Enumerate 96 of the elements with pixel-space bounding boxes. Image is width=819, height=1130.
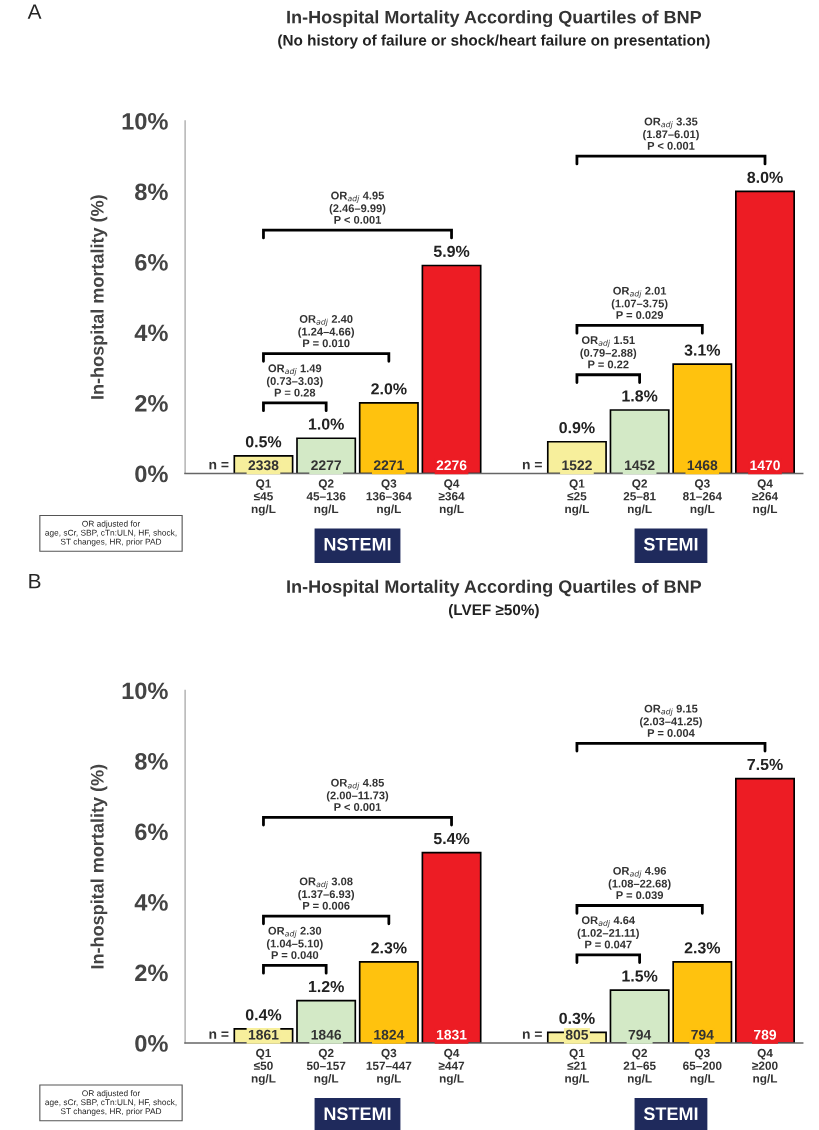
- annotation: 2277: [311, 460, 341, 471]
- x-tick-label: Q1 ≤25 ng/L: [565, 479, 590, 516]
- x-tick-label: Q3 136–364 ng/L: [366, 479, 412, 516]
- y-tick-label: 6%: [135, 254, 168, 271]
- text: OR adjusted for age, sCr, SBP, cTn:ULN, HF, shock, ST changes, HR, prior PAD: [45, 520, 177, 547]
- text: OR adjusted for age, sCr, SBP, cTn:ULN, HF, shock, ST changes, HR, prior PAD: [45, 1090, 177, 1116]
- annotation: OR$_{adj}$ 3.08 (1.37–6.93) P = 0.006: [298, 877, 355, 910]
- annotation: 794: [628, 1029, 652, 1040]
- x-tick-label: Q2 50–157 ng/L: [306, 1048, 346, 1086]
- text: NSTEMI: [324, 1107, 391, 1121]
- annotation: 2276: [436, 460, 467, 471]
- annotation: 805: [565, 1029, 589, 1040]
- annotation: OR$_{adj}$ 3.35 (1.87–6.01) P < 0.001: [643, 117, 699, 150]
- y-tick-label: 8%: [135, 753, 168, 770]
- bar: [421, 851, 482, 1043]
- bar: [735, 190, 795, 474]
- data-label: 0.4%: [245, 1009, 282, 1021]
- data-label: 7.5%: [747, 758, 783, 771]
- y-tick-label: 10%: [122, 112, 168, 130]
- x-tick-label: Q1 ≤50 ng/L: [251, 1048, 276, 1086]
- data-label: 1.5%: [622, 970, 658, 982]
- annotation: OR$_{adj}$ 4.95 (2.46–9.99) P < 0.001: [329, 191, 386, 224]
- data-label: 2.3%: [684, 942, 721, 954]
- y-axis-title: In-hospital mortality (%): [90, 764, 108, 969]
- annotation: 1846: [311, 1029, 342, 1040]
- text: NSTEMI: [324, 537, 391, 551]
- data-label: 3.1%: [684, 344, 721, 356]
- annotation: 2338: [248, 460, 279, 471]
- annotation: OR$_{adj}$ 1.51 (0.79–2.88) P = 0.22: [580, 336, 637, 369]
- y-tick-label: 2%: [135, 964, 168, 982]
- data-label: 2.0%: [371, 383, 407, 395]
- x-tick-label: Q2 25–81 ng/L: [623, 479, 656, 516]
- text: STEMI: [643, 1107, 698, 1121]
- annotation: 794: [691, 1029, 714, 1040]
- annotation: 1861: [248, 1029, 279, 1040]
- x-tick-label: Q1 ≤45 ng/L: [251, 479, 276, 516]
- data-label: 5.4%: [433, 832, 470, 845]
- annotation: 2271: [373, 460, 404, 471]
- chart-title: In-Hospital Mortality According Quartiles of BNP: [287, 10, 702, 28]
- x-tick-label: Q2 45–136 ng/L: [306, 479, 346, 516]
- annotation: 1470: [750, 460, 780, 471]
- y-axis-title: In-hospital mortality (%): [90, 195, 108, 399]
- x-tick-label: Q4 ≥447 ng/L: [438, 1048, 465, 1086]
- annotation: 1452: [625, 460, 655, 471]
- annotation: 1831: [436, 1029, 467, 1040]
- y-tick-label: 8%: [135, 183, 168, 201]
- y-tick-label: 6%: [135, 823, 168, 841]
- x-tick-label: Q4 ≥264 ng/L: [752, 479, 779, 516]
- annotation: OR$_{adj}$ 2.40 (1.24–4.66) P = 0.010: [298, 315, 355, 348]
- text: A: [27, 4, 42, 19]
- data-label: 5.9%: [433, 245, 470, 258]
- annotation: OR$_{adj}$ 1.49 (0.73–3.03) P = 0.28: [266, 364, 323, 397]
- data-label: 1.0%: [308, 418, 344, 430]
- bar: [735, 777, 795, 1043]
- data-label: 0.3%: [559, 1012, 595, 1024]
- x-tick-label: Q2 21–65 ng/L: [623, 1048, 656, 1086]
- x-tick-label: Q4 ≥364 ng/L: [438, 479, 465, 516]
- bar: [672, 363, 733, 474]
- bar: [421, 264, 482, 474]
- x-tick-label: Q1 ≤21 ng/L: [565, 1048, 590, 1086]
- data-label: 1.8%: [622, 390, 658, 402]
- y-tick-label: 4%: [134, 894, 168, 911]
- data-label: 1.2%: [308, 980, 344, 993]
- chart-subtitle: (LVEF ≥50%): [448, 603, 539, 619]
- y-tick-label: 4%: [134, 324, 168, 342]
- x-tick-label: Q3 157–447 ng/L: [366, 1048, 412, 1086]
- annotation: OR$_{adj}$ 2.30 (1.04–5.10) P = 0.040: [266, 926, 323, 959]
- y-tick-label: 10%: [122, 682, 168, 700]
- annotation: OR$_{adj}$ 9.15 (2.03–41.25) P = 0.004: [640, 704, 702, 737]
- annotation: n =: [209, 461, 229, 470]
- x-tick-label: Q3 81–264 ng/L: [682, 479, 722, 516]
- annotation: n =: [522, 461, 542, 470]
- annotation: OR$_{adj}$ 2.01 (1.07–3.75) P = 0.029: [611, 286, 668, 319]
- annotation: OR$_{adj}$ 4.64 (1.02–21.11) P = 0.047: [577, 916, 639, 949]
- annotation: n =: [209, 1031, 229, 1039]
- x-tick-label: Q4 ≥200 ng/L: [752, 1048, 778, 1086]
- annotation: 1522: [562, 460, 592, 471]
- y-tick-label: 0%: [135, 465, 168, 483]
- annotation: OR$_{adj}$ 4.96 (1.08–22.68) P = 0.039: [608, 866, 671, 900]
- annotation: 1468: [687, 460, 718, 471]
- y-tick-label: 2%: [135, 395, 168, 412]
- bar: [672, 961, 733, 1043]
- data-label: 0.5%: [245, 436, 282, 448]
- data-label: 8.0%: [747, 171, 783, 183]
- annotation: 1824: [374, 1029, 405, 1040]
- x-tick-label: Q3 65–200 ng/L: [683, 1048, 722, 1086]
- chart-subtitle: (No history of failure or shock/heart failure on presentation): [278, 34, 710, 49]
- annotation: OR$_{adj}$ 4.85 (2.00–11.73) P < 0.001: [326, 778, 389, 811]
- data-label: 0.9%: [559, 421, 595, 434]
- data-label: 2.3%: [371, 942, 407, 954]
- text: B: [29, 573, 41, 589]
- y-tick-label: 0%: [135, 1035, 168, 1052]
- text: STEMI: [643, 537, 698, 551]
- chart-title: In-Hospital Mortality According Quartiles of BNP: [287, 579, 702, 597]
- annotation: n =: [522, 1031, 542, 1039]
- annotation: 789: [754, 1029, 777, 1040]
